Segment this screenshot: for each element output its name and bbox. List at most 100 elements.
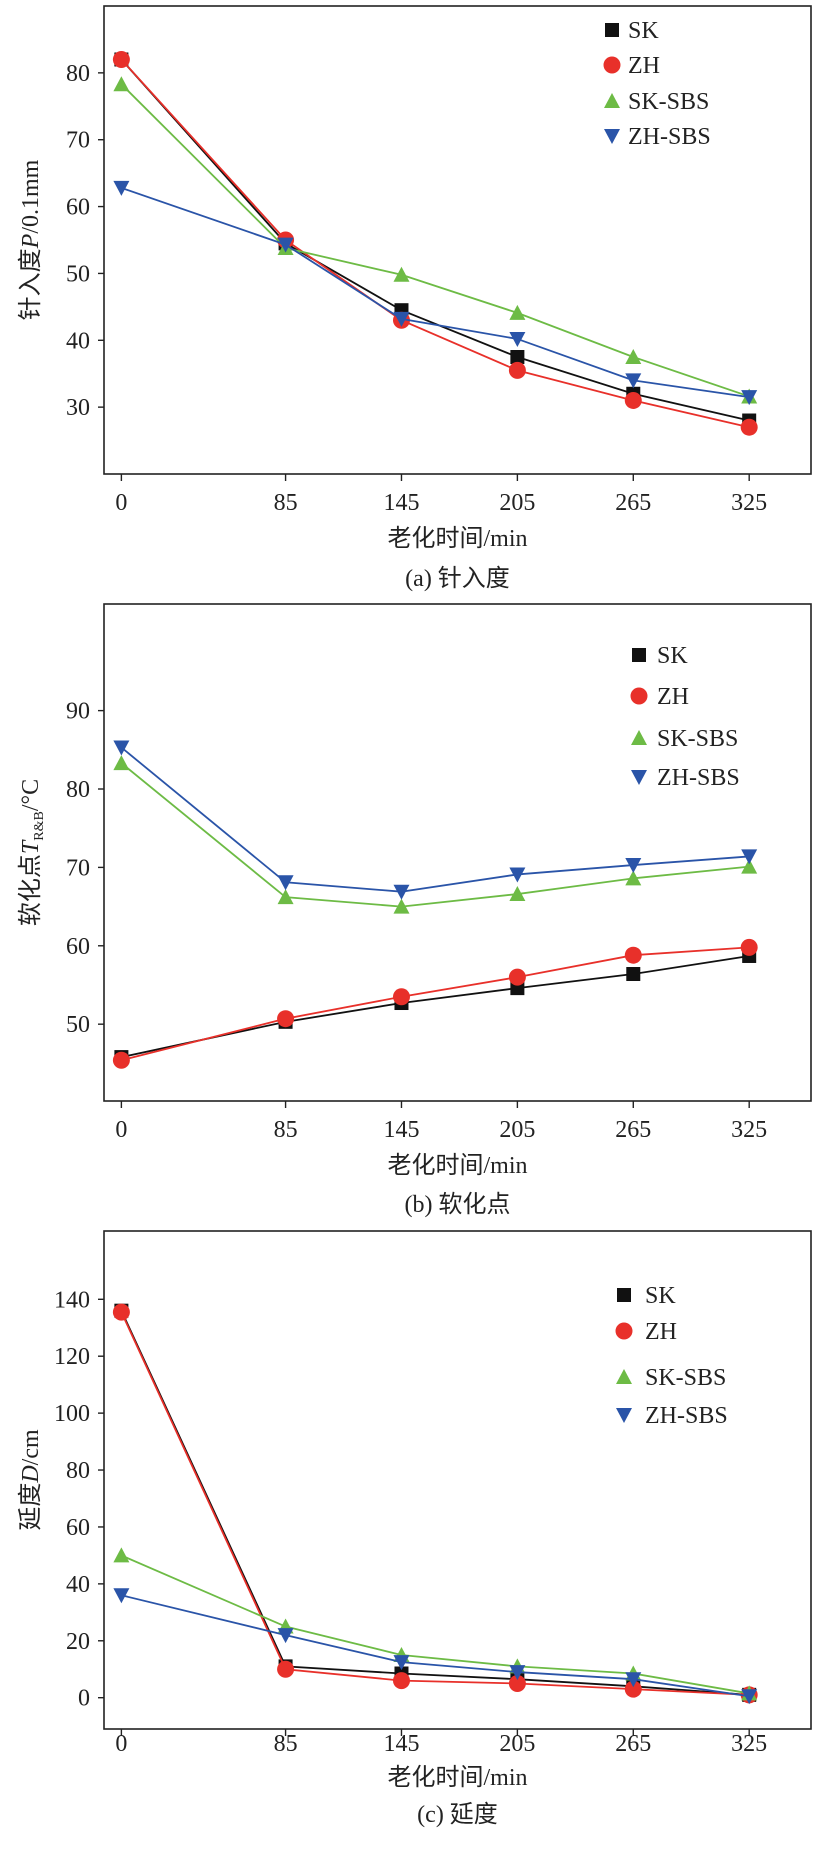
circle-marker <box>630 687 648 705</box>
legend-label: SK-SBS <box>657 726 738 752</box>
triangle-up-marker <box>741 858 758 874</box>
x-tick-label: 145 <box>383 1117 419 1143</box>
x-tick-label: 145 <box>383 1731 419 1757</box>
series-sk-sbs <box>113 1547 758 1701</box>
series-line <box>120 58 750 422</box>
y-label-subscript: R&B <box>32 811 47 841</box>
triangle-down-marker <box>509 1665 526 1681</box>
triangle-down-marker <box>616 1408 632 1423</box>
y-tick-label: 70 <box>66 128 90 154</box>
triangle-down-marker <box>741 849 758 865</box>
square-marker <box>617 1288 631 1302</box>
triangle-up-marker <box>393 266 410 282</box>
y-tick-label: 50 <box>66 261 90 287</box>
legend-label: SK <box>657 643 688 669</box>
plot-frame <box>103 603 812 1102</box>
y-label-unit: /cm <box>18 1429 44 1465</box>
x-tick-label: 205 <box>499 1731 535 1757</box>
triangle-down-marker <box>625 858 642 874</box>
triangle-up-marker <box>625 349 642 364</box>
y-tick-label: 40 <box>66 328 90 354</box>
triangle-down-marker <box>509 867 526 883</box>
chart-caption: (a) 针入度 <box>405 565 510 592</box>
series-line <box>121 955 750 1058</box>
triangle-up-marker <box>509 886 526 902</box>
y-label-quantity: 针入度 <box>17 248 44 320</box>
plot-frame <box>103 1230 812 1730</box>
y-label-unit: /°C <box>18 779 44 811</box>
series-zh <box>112 938 758 1069</box>
triangle-up-marker <box>113 1547 130 1563</box>
circle-marker <box>624 391 642 409</box>
y-label-symbol: T <box>18 839 44 854</box>
chart-caption: (b) 软化点 <box>405 1191 511 1218</box>
series-sk <box>114 1303 757 1702</box>
circle-marker <box>740 418 758 436</box>
x-axis-label: 老化时间/min <box>387 1764 527 1791</box>
legend-label: ZH <box>645 1319 677 1345</box>
legend-label: SK <box>645 1283 676 1309</box>
y-tick-label: 120 <box>54 1344 90 1370</box>
y-tick-label: 140 <box>54 1287 90 1313</box>
y-axis-label: 延度D/cm <box>17 1429 44 1531</box>
y-label-symbol: P <box>18 233 44 249</box>
y-tick-label: 30 <box>66 395 90 421</box>
y-tick-label: 80 <box>66 777 90 803</box>
y-tick-label: 90 <box>66 699 90 725</box>
y-label-quantity: 软化点 <box>17 854 44 926</box>
series-sk <box>114 948 757 1065</box>
series-sk-sbs <box>113 76 758 404</box>
legend-label: ZH <box>628 53 660 79</box>
series-line <box>120 762 750 908</box>
x-tick-label: 145 <box>383 490 419 516</box>
series-line <box>120 1311 750 1696</box>
x-tick-label: 325 <box>731 490 767 516</box>
triangle-down-marker <box>113 1588 130 1604</box>
series-zh <box>112 1303 758 1704</box>
x-axis-label: 老化时间/min <box>387 525 527 552</box>
x-tick-label: 0 <box>115 1731 127 1757</box>
series-line <box>121 946 750 1062</box>
chart-a: 30 40 50 60 70 80 0 85 145 205 265 325 老化时间/min (a) 针… <box>17 5 812 592</box>
triangle-up-marker <box>604 93 620 108</box>
triangle-down-marker <box>113 180 130 196</box>
legend-label: ZH <box>657 684 689 710</box>
circle-marker <box>112 1303 130 1321</box>
circle-marker <box>624 1680 642 1698</box>
y-tick-label: 20 <box>66 1629 90 1655</box>
square-marker <box>510 350 525 364</box>
y-axis-label: 软化点TR&B/°C <box>17 779 47 926</box>
x-tick-label: 325 <box>731 1731 767 1757</box>
triangle-down-marker <box>604 129 620 144</box>
triangle-down-marker <box>113 740 130 756</box>
triangle-down-marker <box>393 311 410 327</box>
series-line <box>120 1310 750 1696</box>
triangle-down-marker <box>625 373 642 389</box>
circle-marker <box>112 50 130 68</box>
triangle-up-marker <box>113 755 130 771</box>
plot-frame <box>103 5 812 475</box>
legend-label: SK <box>628 18 659 44</box>
x-tick-label: 325 <box>731 1117 767 1143</box>
y-tick-label: 80 <box>66 1458 90 1484</box>
legend: SK ZH SK-SBS ZH-SBS <box>615 1283 728 1429</box>
triangle-down-marker <box>393 1655 410 1671</box>
square-marker <box>626 967 641 982</box>
circle-marker <box>615 1322 633 1340</box>
triangle-down-marker <box>277 1628 294 1644</box>
triangle-up-marker <box>631 730 647 745</box>
circle-marker <box>624 946 642 964</box>
x-tick-label: 85 <box>274 490 298 516</box>
legend-label: ZH-SBS <box>645 1403 728 1429</box>
circle-marker <box>277 1660 295 1678</box>
triangle-down-marker <box>393 884 410 900</box>
y-label-unit: /0.1mm <box>18 159 44 233</box>
x-tick-label: 205 <box>499 1117 535 1143</box>
y-tick-label: 60 <box>66 1515 90 1541</box>
legend: SK ZH SK-SBS ZH-SBS <box>630 643 740 791</box>
y-tick-label: 0 <box>78 1686 90 1712</box>
series-zh-sbs <box>113 1588 758 1705</box>
legend-label: ZH-SBS <box>657 765 740 791</box>
circle-marker <box>392 988 410 1006</box>
